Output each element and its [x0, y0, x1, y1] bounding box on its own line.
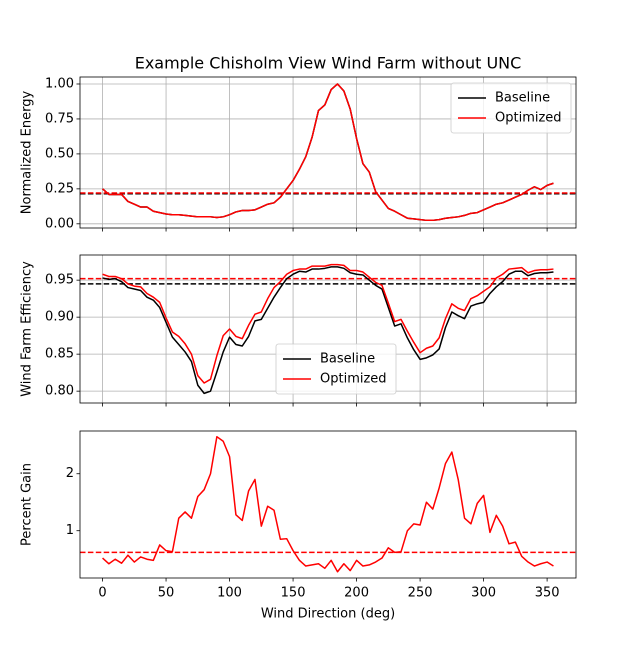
- y-tick-label: 0.80: [45, 384, 74, 399]
- legend-label: Optimized: [495, 111, 562, 126]
- y-tick-label: 1.00: [45, 76, 74, 91]
- y-tick-label: 0.25: [45, 181, 74, 196]
- x-axis-label: Wind Direction (deg): [261, 607, 395, 622]
- x-tick-label: 0: [98, 586, 106, 601]
- legend: Baseline Optimized: [450, 82, 572, 134]
- y-tick-label: 0.50: [45, 146, 74, 161]
- y-tick-label: 1: [66, 523, 74, 538]
- legend-label: Baseline: [495, 91, 550, 106]
- x-tick-label: 50: [158, 586, 175, 601]
- legend: Baseline Optimized: [275, 343, 397, 395]
- plot-area: [80, 263, 576, 395]
- plot-area: [80, 435, 576, 573]
- plot-area: [80, 83, 576, 222]
- x-tick-label: 100: [217, 586, 242, 601]
- subplot: 0 50 100 150 200 250 300 350 1 2 Percent Gain Wind …: [20, 430, 577, 622]
- legend-frame: [275, 343, 397, 395]
- series-line: [102, 435, 554, 573]
- axes-frame: [79, 254, 577, 404]
- series-line: [102, 266, 554, 395]
- axes-frame: [79, 76, 577, 229]
- y-axis-label: Normalized Energy: [20, 91, 35, 215]
- legend-frame: [450, 82, 572, 134]
- y-tick-label: 0.90: [45, 310, 74, 325]
- subplot: 0.00 0.25 0.50 0.75 1.00 Example Chisholm Vie…: [20, 54, 577, 232]
- x-tick-label: 150: [281, 586, 306, 601]
- x-tick-label: 350: [535, 586, 560, 601]
- legend-label: Baseline: [320, 352, 375, 367]
- y-axis-label: Percent Gain: [20, 463, 35, 546]
- series-line: [102, 263, 554, 384]
- y-tick-label: 0.00: [45, 216, 74, 231]
- x-tick-label: 200: [344, 586, 369, 601]
- y-tick-label: 0.75: [45, 111, 74, 126]
- subplot: 0.80 0.85 0.90 0.95 Wind Farm Efficiency Base…: [20, 254, 577, 407]
- y-tick-label: 0.85: [45, 347, 74, 362]
- series-line: [102, 83, 554, 222]
- chart-title: Example Chisholm View Wind Farm without …: [135, 54, 522, 73]
- y-axis-label: Wind Farm Efficiency: [20, 261, 35, 397]
- x-tick-label: 300: [471, 586, 496, 601]
- y-tick-label: 0.95: [45, 273, 74, 288]
- legend-label: Optimized: [320, 372, 387, 387]
- y-tick-label: 2: [66, 466, 74, 481]
- axes-frame: [79, 430, 577, 579]
- x-tick-label: 250: [408, 586, 433, 601]
